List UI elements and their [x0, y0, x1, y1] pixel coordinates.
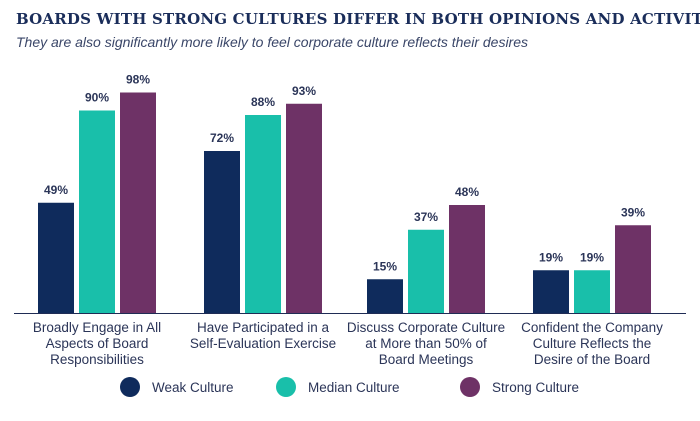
data-label: 37% — [414, 210, 438, 224]
data-label: 48% — [455, 185, 479, 199]
data-label: 15% — [373, 259, 397, 273]
legend-label: Weak Culture — [152, 380, 234, 395]
bar-median-culture-2 — [245, 115, 281, 313]
chart-subtitle: They are also significantly more likely … — [16, 34, 528, 50]
legend-swatch — [276, 377, 296, 397]
data-label: 98% — [126, 73, 150, 87]
bar-median-culture-4 — [574, 270, 610, 313]
legend-swatch — [460, 377, 480, 397]
bar-weak-culture-4 — [533, 270, 569, 313]
data-label: 88% — [251, 95, 275, 109]
chart-title: BOARDS WITH STRONG CULTURES DIFFER IN BO… — [16, 10, 700, 28]
bar-weak-culture-2 — [204, 151, 240, 313]
bar-weak-culture-3 — [367, 279, 403, 313]
data-label: 49% — [44, 183, 68, 197]
category-label: Confident the Company Culture Reflects th… — [521, 320, 663, 367]
data-label: 72% — [210, 131, 234, 145]
bar-median-culture-1 — [79, 110, 115, 313]
bar-strong-culture-4 — [615, 225, 651, 313]
data-label: 93% — [292, 84, 316, 98]
legend-label: Strong Culture — [492, 380, 579, 395]
data-label: 19% — [539, 250, 563, 264]
bar-median-culture-3 — [408, 229, 444, 313]
data-label: 90% — [85, 91, 109, 105]
legend-swatch — [120, 377, 140, 397]
bar-strong-culture-1 — [120, 92, 156, 313]
bar-strong-culture-3 — [449, 205, 485, 313]
legend-label: Median Culture — [308, 380, 400, 395]
category-label: Have Participated in a Self-Evaluation Ex… — [190, 320, 336, 351]
bar-strong-culture-2 — [286, 103, 322, 313]
bar-weak-culture-1 — [38, 202, 74, 313]
category-label: Discuss Corporate Culture at More than 50… — [347, 320, 505, 367]
data-label: 19% — [580, 250, 604, 264]
category-label: Broadly Engage in All Aspects of Board Res… — [33, 320, 161, 367]
data-label: 39% — [621, 205, 645, 219]
